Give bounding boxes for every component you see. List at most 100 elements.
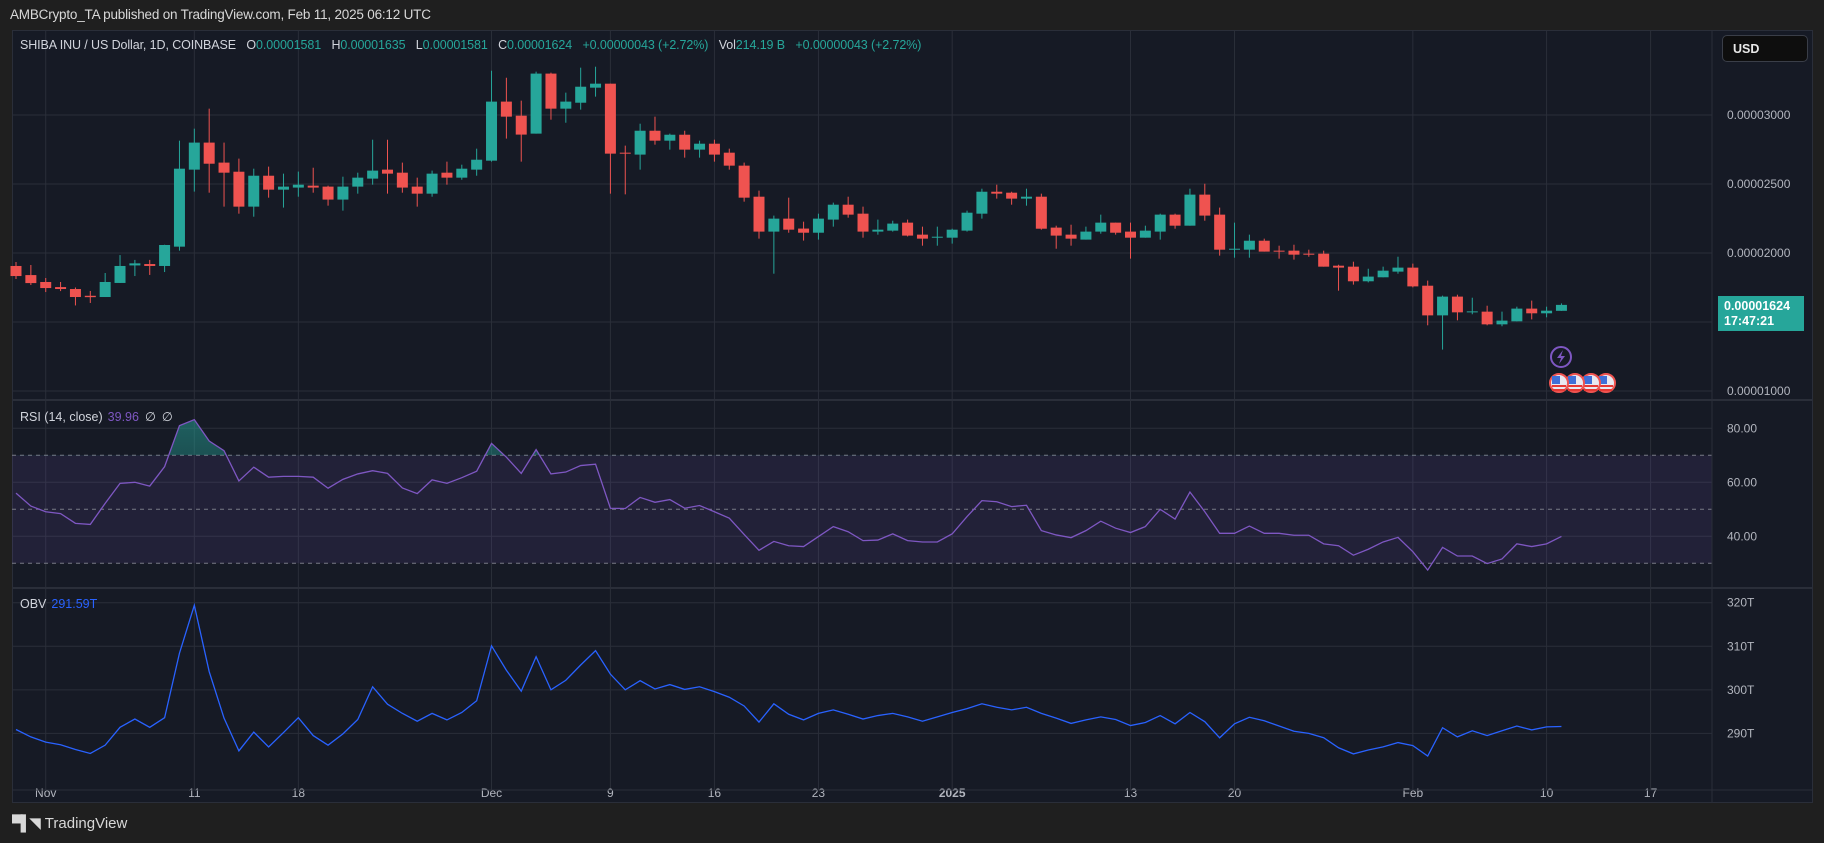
candle[interactable] <box>129 259 141 277</box>
candle[interactable] <box>872 219 884 235</box>
candle[interactable] <box>1392 256 1404 274</box>
tradingview-footer[interactable]: ▀▌◥ TradingView <box>12 814 127 833</box>
candle[interactable] <box>1407 263 1419 288</box>
candle[interactable] <box>55 281 67 292</box>
candle[interactable] <box>991 184 1003 199</box>
candle[interactable] <box>931 226 943 246</box>
candle[interactable] <box>857 206 869 238</box>
candle[interactable] <box>307 167 319 193</box>
candle[interactable] <box>1288 244 1300 260</box>
candle[interactable] <box>1110 222 1122 235</box>
candle[interactable] <box>530 71 542 134</box>
candle[interactable] <box>500 77 512 139</box>
candle[interactable] <box>1184 188 1196 226</box>
candle[interactable] <box>322 185 334 206</box>
candle[interactable] <box>768 215 780 274</box>
candle[interactable] <box>173 140 185 251</box>
candle[interactable] <box>916 226 928 246</box>
candle[interactable] <box>1526 300 1538 320</box>
candle[interactable] <box>1125 222 1136 259</box>
candle[interactable] <box>144 259 156 275</box>
us-flag-event-icon[interactable] <box>1549 373 1569 393</box>
candle[interactable] <box>1258 238 1270 252</box>
candle[interactable] <box>783 197 795 233</box>
candle[interactable] <box>1437 295 1449 350</box>
candle[interactable] <box>426 170 438 197</box>
candle[interactable] <box>961 210 973 232</box>
candle[interactable] <box>887 220 899 232</box>
candle[interactable] <box>411 177 423 207</box>
candle[interactable] <box>248 168 260 217</box>
candle[interactable] <box>1318 250 1330 267</box>
candle[interactable] <box>1139 225 1151 238</box>
candle[interactable] <box>1154 213 1166 240</box>
candle[interactable] <box>84 290 96 303</box>
candle[interactable] <box>486 70 498 162</box>
candle[interactable] <box>738 162 750 202</box>
candle[interactable] <box>902 219 914 237</box>
candle[interactable] <box>1020 188 1032 206</box>
candle[interactable] <box>1080 226 1092 240</box>
candle[interactable] <box>1169 213 1181 229</box>
candle[interactable] <box>619 145 631 195</box>
candle[interactable] <box>367 139 379 185</box>
candle[interactable] <box>1199 183 1211 221</box>
candle[interactable] <box>679 130 691 158</box>
candle[interactable] <box>233 158 245 214</box>
candle[interactable] <box>946 228 958 244</box>
candle[interactable] <box>1541 306 1553 318</box>
symbol-name[interactable]: SHIBA INU / US Dollar, 1D, COINBASE <box>20 38 237 52</box>
candle[interactable] <box>649 116 661 145</box>
candle[interactable] <box>1496 311 1508 327</box>
candle[interactable] <box>575 67 587 110</box>
candle[interactable] <box>1229 222 1241 258</box>
candle[interactable] <box>99 273 111 298</box>
candle[interactable] <box>1065 224 1077 246</box>
candle[interactable] <box>812 213 824 240</box>
chart-frame[interactable] <box>12 30 1813 803</box>
candle[interactable] <box>545 72 557 120</box>
lightning-event-icon[interactable] <box>1550 346 1572 368</box>
candle[interactable] <box>976 188 988 219</box>
candle[interactable] <box>708 139 720 162</box>
candle[interactable] <box>69 287 81 306</box>
candle[interactable] <box>1511 306 1523 322</box>
candle[interactable] <box>456 164 468 180</box>
candle[interactable] <box>590 66 602 97</box>
candle[interactable] <box>159 244 171 273</box>
candle[interactable] <box>753 190 765 239</box>
candle[interactable] <box>1006 191 1018 205</box>
candle[interactable] <box>694 140 706 158</box>
candle[interactable] <box>1303 249 1315 257</box>
candle[interactable] <box>203 108 215 193</box>
currency-button[interactable]: USD <box>1722 35 1808 62</box>
candle[interactable] <box>352 172 364 194</box>
candle[interactable] <box>471 148 483 176</box>
obv-legend[interactable]: OBV 291.59T <box>20 597 97 611</box>
candle[interactable] <box>1273 245 1285 259</box>
candle[interactable] <box>441 161 453 185</box>
candle[interactable] <box>114 255 126 283</box>
candle[interactable] <box>40 277 52 293</box>
candle[interactable] <box>604 83 616 194</box>
candle[interactable] <box>560 92 572 123</box>
candle[interactable] <box>218 142 230 207</box>
candle[interactable] <box>723 148 735 170</box>
candle[interactable] <box>188 128 200 192</box>
candle[interactable] <box>664 133 676 150</box>
candle[interactable] <box>337 176 349 211</box>
candle[interactable] <box>1481 305 1493 326</box>
candle[interactable] <box>25 265 37 286</box>
candle[interactable] <box>798 221 810 241</box>
candle[interactable] <box>1347 261 1359 285</box>
candle[interactable] <box>263 166 275 198</box>
candle[interactable] <box>1214 207 1226 256</box>
candle[interactable] <box>277 173 289 208</box>
candle[interactable] <box>1050 225 1062 249</box>
candle[interactable] <box>1333 264 1345 291</box>
candle[interactable] <box>1377 266 1389 278</box>
candle[interactable] <box>382 139 393 194</box>
rsi-legend[interactable]: RSI (14, close) 39.96 ∅ ∅ <box>20 409 173 424</box>
candle[interactable] <box>1243 234 1255 258</box>
